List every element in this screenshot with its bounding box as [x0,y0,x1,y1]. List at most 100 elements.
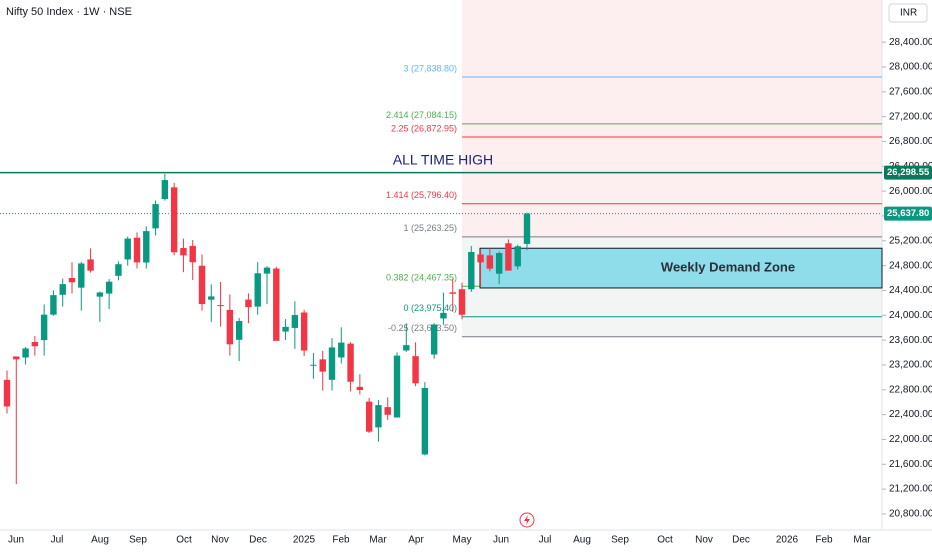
x-tick-label: Jul [51,535,64,546]
candle-body [208,296,215,300]
candle-body [347,343,354,382]
candle-body [78,263,85,288]
candle-body [291,315,299,328]
x-tick-label: Jul [539,535,552,546]
projection-upper-area [462,0,882,237]
candle-body [22,348,29,358]
last-price-label: 25,637.80 [887,208,929,219]
x-tick-label: Apr [408,535,424,546]
x-tick-label: 2026 [776,535,799,546]
demand-zone-label: Weekly Demand Zone [661,260,795,275]
y-tick-label: 27,600.00 [889,86,932,97]
y-tick-label: 26,000.00 [889,186,932,197]
candle-body [384,407,391,415]
candle-body [180,247,187,256]
ath-badge-label: 26,298.55 [887,167,930,178]
currency-label[interactable]: INR [900,8,917,19]
candle-body [217,305,224,307]
candle-body [319,359,326,372]
y-tick-label: 21,200.00 [889,484,932,495]
candle-body [3,379,11,407]
candle-body [440,312,447,319]
icon-ring[interactable] [519,512,535,528]
candle-body [375,405,382,428]
x-tick-label: Sep [611,535,629,546]
candle-body [477,254,484,263]
candle-body [468,251,475,290]
level-label: 0.382 (24,467.35) [386,273,457,283]
x-tick-label: Aug [91,535,109,546]
candle-body [430,324,438,355]
candle-body [505,243,512,271]
level-label: 2.414 (27,084.15) [386,110,457,120]
demand-zone [479,247,883,289]
candle-body [143,231,150,263]
icon-bolt[interactable] [524,515,530,525]
candle-body [50,295,57,315]
level-label: 1.414 (25,796.40) [386,190,457,200]
candle-body [245,299,252,308]
ath-badge [884,165,932,180]
y-tick-label: 27,200.00 [889,111,932,122]
candle-body [263,267,271,274]
candle-body [170,187,178,253]
y-tick-label: 21,600.00 [889,459,932,470]
candle-body [96,292,104,297]
candle-body [356,386,364,391]
candle-body [449,292,456,294]
candle-body [161,180,169,200]
candle-body [495,253,503,274]
y-tick-label: 26,800.00 [889,136,932,147]
x-tick-label: Dec [249,535,267,546]
y-tick-label: 23,600.00 [889,335,932,346]
candle-body [310,364,317,366]
level-label: 2.25 (26,872.95) [391,123,457,133]
y-tick-label: 23,200.00 [889,360,932,371]
candle-body [59,284,66,295]
y-tick-label: 24,800.00 [889,260,932,271]
x-tick-label: Sep [129,535,147,546]
x-tick-label: Feb [815,535,833,546]
candle-body [198,265,206,305]
level-label: -0.25 (23,653.50) [388,323,457,333]
candle-body [523,213,531,244]
candle-body [133,237,141,263]
candle-body [31,341,39,347]
candle-body [115,264,122,276]
candle-body [124,238,131,260]
x-tick-label: Oct [176,535,192,546]
candle-body [282,326,289,332]
x-tick-label: Mar [369,535,387,546]
candle-body [13,356,20,360]
candle-body [300,312,308,351]
candle-body [403,345,410,351]
x-tick-label: Feb [332,535,350,546]
candle-body [365,401,373,432]
currency-button[interactable] [888,3,928,23]
level-label: 3 (27,838.80) [403,63,457,73]
y-tick-label: 22,800.00 [889,384,932,395]
y-tick-label: 20,800.00 [889,509,932,520]
chart-title: Nifty 50 Index · 1W · NSE [6,6,132,18]
x-tick-label: Aug [573,535,591,546]
level-label: 1 (25,263.25) [403,223,457,233]
y-tick-label: 22,400.00 [889,409,932,420]
x-tick-label: Nov [211,535,229,546]
lightning-icon[interactable] [519,512,535,528]
level-label: 0 (23,975.40) [403,303,457,313]
x-tick-label: 2025 [293,535,316,546]
x-tick-label: May [453,535,472,546]
candle-body [226,309,234,345]
candle-body [87,259,94,271]
candle-body [105,281,113,294]
candle-body [514,246,521,267]
candle-body [235,321,243,340]
y-tick-label: 28,000.00 [889,62,932,73]
y-tick-label: 25,200.00 [889,235,932,246]
x-tick-label: Mar [853,535,871,546]
ath-label: ALL TIME HIGH [393,151,493,167]
y-tick-label: 24,400.00 [889,285,932,296]
candle-body [421,387,429,455]
